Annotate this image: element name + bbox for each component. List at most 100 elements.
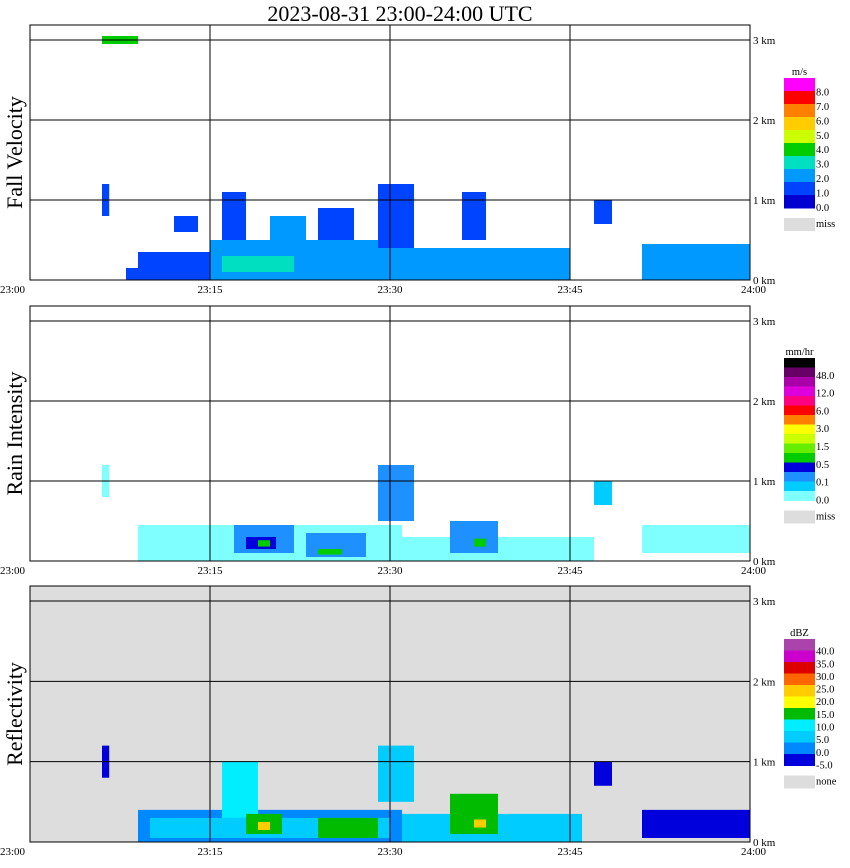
- colorbar-label: 0.0: [816, 203, 829, 214]
- x-tick-label: 23:45: [557, 284, 583, 296]
- colorbar-missing-swatch: [784, 775, 815, 789]
- colorbar-swatch: [784, 156, 815, 170]
- y-tick-label: 1 km: [753, 476, 776, 488]
- colorbar-label: 8.0: [816, 87, 829, 98]
- colorbar-swatch: [784, 424, 815, 435]
- colorbar-unit: m/s: [792, 67, 807, 78]
- colorbar-label: 0.1: [816, 478, 829, 489]
- colorbar-swatch: [784, 639, 815, 651]
- echo-cell: [174, 216, 198, 232]
- x-tick-label: 23:30: [377, 846, 403, 858]
- colorbar-swatch: [784, 415, 815, 425]
- colorbar-swatch: [784, 708, 815, 720]
- colorbar-swatch: [784, 673, 815, 686]
- colorbar-swatch: [784, 358, 815, 368]
- colorbar-swatch: [784, 377, 815, 387]
- echo-cell: [594, 200, 612, 224]
- colorbar-label: 3.0: [816, 160, 829, 171]
- echo-cell: [462, 192, 486, 240]
- echo-cell: [258, 540, 270, 547]
- colorbar-swatch: [784, 462, 815, 473]
- colorbar-label: 5.0: [816, 735, 829, 746]
- colorbar-swatch: [784, 685, 815, 697]
- colorbar-swatch: [784, 453, 815, 463]
- panel-label: Rain Intensity: [2, 371, 27, 495]
- colorbar-swatch: [784, 481, 815, 492]
- echo-cell: [222, 256, 294, 272]
- colorbar-swatch: [784, 696, 815, 709]
- x-tick-label: 23:30: [377, 565, 403, 577]
- echo-cell: [318, 549, 342, 555]
- x-tick-label: 23:15: [197, 284, 223, 296]
- colorbar-label: 30.0: [816, 672, 834, 683]
- colorbar-swatch: [784, 434, 815, 444]
- echo-cell: [594, 481, 612, 505]
- colorbar-unit: mm/hr: [786, 347, 815, 358]
- echo-cell: [642, 809, 750, 838]
- colorbar-missing-swatch: [784, 218, 815, 231]
- echo-cell: [642, 244, 750, 280]
- colorbar-missing-label: miss: [816, 512, 835, 523]
- colorbar-label: 35.0: [816, 659, 834, 670]
- x-tick-label: 23:00: [0, 565, 26, 577]
- colorbar-label: 6.0: [816, 406, 829, 417]
- echo-cell: [450, 793, 498, 834]
- colorbar-label: 2.0: [816, 174, 829, 185]
- x-tick-label: 23:30: [377, 284, 403, 296]
- y-tick-label: 1 km: [753, 195, 776, 207]
- colorbar-swatch: [784, 386, 815, 397]
- echo-cell: [474, 538, 486, 547]
- y-tick-label: 0 km: [753, 556, 776, 568]
- x-tick-label: 24:00: [741, 846, 767, 858]
- colorbar-swatch: [784, 143, 815, 157]
- colorbar-label: 6.0: [816, 116, 829, 127]
- colorbar-label: 12.0: [816, 389, 834, 400]
- colorbar-swatch: [784, 91, 815, 105]
- y-tick-label: 3 km: [753, 316, 776, 328]
- x-tick-label: 24:00: [741, 565, 767, 577]
- x-tick-label: 23:00: [0, 846, 26, 858]
- y-tick-label: 0 km: [753, 837, 776, 849]
- colorbar-swatch: [784, 396, 815, 406]
- colorbar-label: 48.0: [816, 371, 834, 382]
- colorbar-swatch: [784, 182, 815, 196]
- colorbar-swatch: [784, 662, 815, 674]
- colorbar-swatch: [784, 104, 815, 118]
- colorbar-missing-label: none: [816, 777, 837, 788]
- echo-cell: [450, 521, 498, 553]
- echo-cell: [318, 817, 378, 838]
- colorbar-swatch: [784, 472, 815, 482]
- chart-title: 2023-08-31 23:00-24:00 UTC: [267, 1, 533, 26]
- colorbar-swatch: [784, 754, 815, 766]
- colorbar-label: 40.0: [816, 647, 834, 658]
- echo-cell: [318, 208, 354, 240]
- colorbar-swatch: [784, 195, 815, 209]
- y-tick-label: 3 km: [753, 596, 776, 608]
- echo-cell: [378, 184, 414, 248]
- colorbar-missing-label: miss: [816, 219, 835, 230]
- echo-cell: [642, 525, 750, 553]
- y-tick-label: 0 km: [753, 275, 776, 287]
- colorbar-swatch: [784, 650, 815, 663]
- colorbar-swatch: [784, 491, 815, 501]
- y-tick-label: 2 km: [753, 115, 776, 127]
- y-tick-label: 3 km: [753, 35, 776, 47]
- panel-border: [29, 585, 751, 843]
- colorbar-swatch: [784, 169, 815, 183]
- y-tick-label: 1 km: [753, 757, 776, 769]
- colorbar-label: 5.0: [816, 131, 829, 142]
- echo-cell: [474, 819, 486, 828]
- colorbar-label: 4.0: [816, 145, 829, 156]
- colorbar-unit: dBZ: [790, 628, 809, 639]
- colorbar-label: 15.0: [816, 710, 834, 721]
- y-tick-label: 2 km: [753, 396, 776, 408]
- x-tick-label: 23:00: [0, 284, 26, 296]
- x-tick-label: 23:15: [197, 846, 223, 858]
- x-tick-label: 23:45: [557, 565, 583, 577]
- echo-cell: [378, 745, 414, 802]
- colorbar-label: 3.0: [816, 424, 829, 435]
- x-tick-label: 23:15: [197, 565, 223, 577]
- echo-cell: [270, 216, 306, 248]
- colorbar-swatch: [784, 367, 815, 378]
